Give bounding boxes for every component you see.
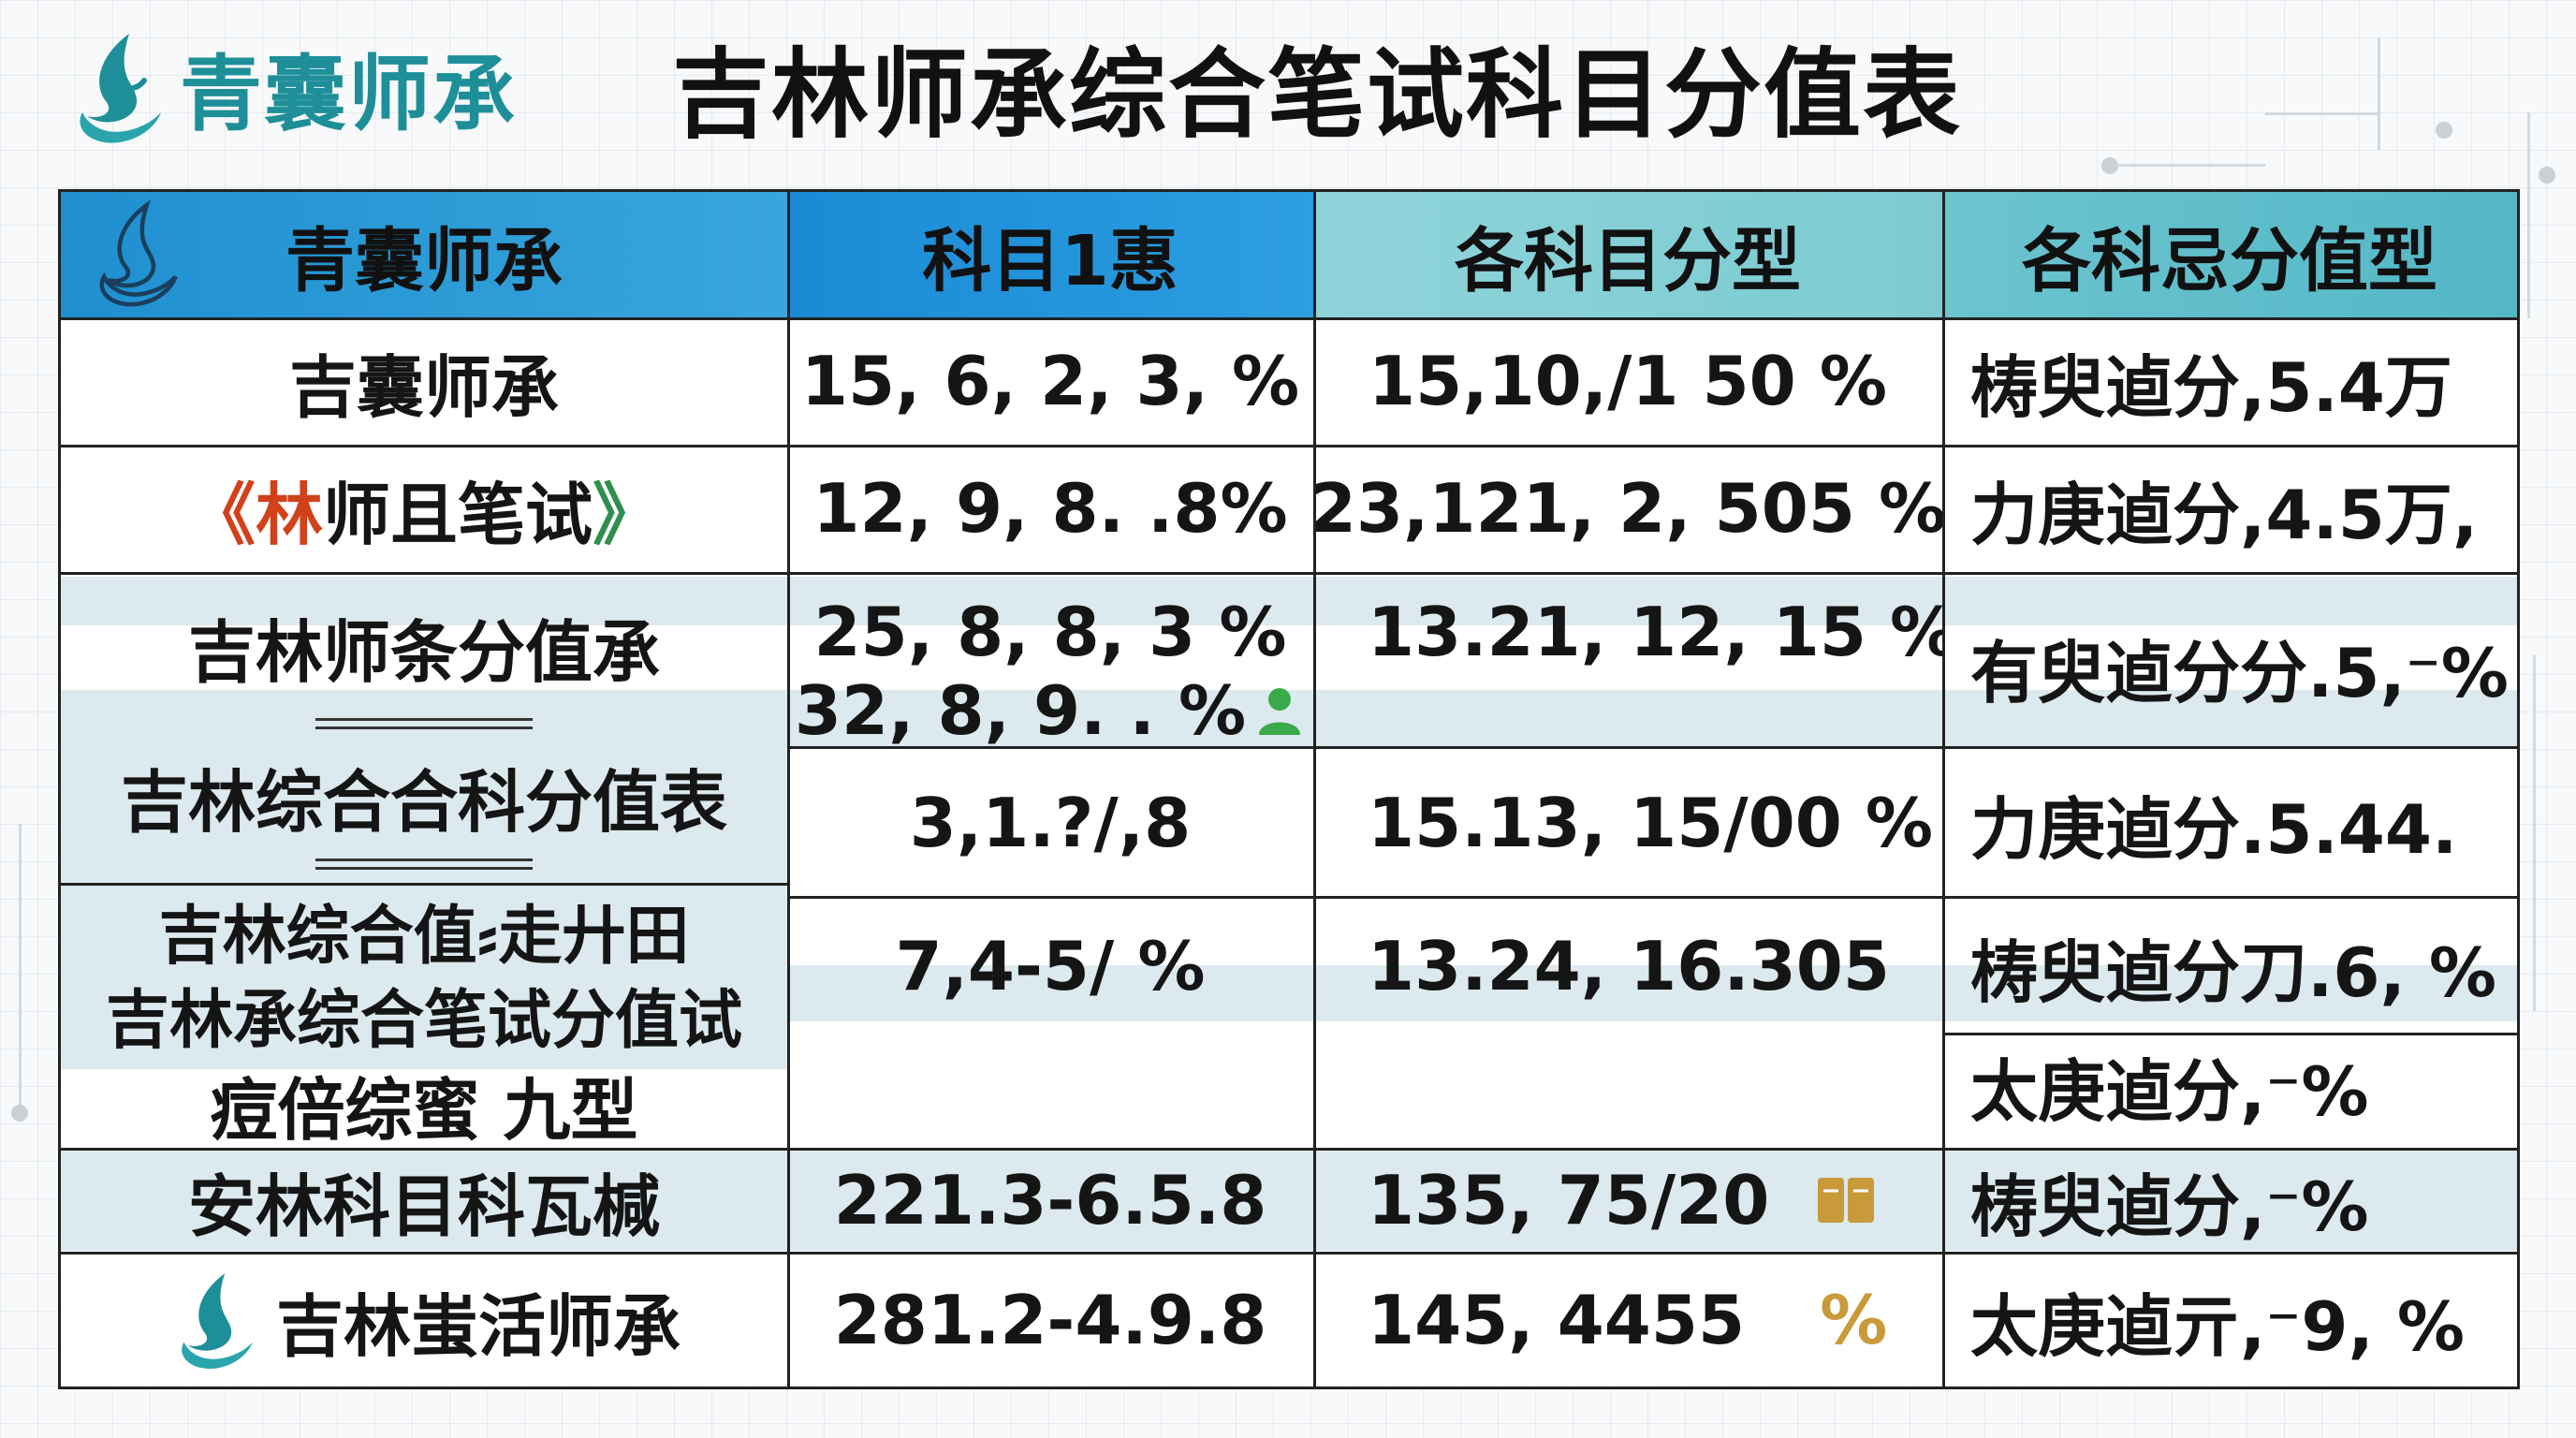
- table-cell: 281.2-4.9.8: [833, 1281, 1267, 1359]
- deco-dot: [2436, 122, 2452, 139]
- deco-line: [2115, 164, 2265, 167]
- deco-dot: [2539, 167, 2555, 183]
- table-cell: 太庚逌分,⁻%: [1970, 1051, 2369, 1131]
- book-icon: [1818, 1178, 1875, 1223]
- grid-line: [61, 445, 2517, 448]
- header-cell-3: 各科目分型: [1313, 192, 1942, 317]
- table-cell: 15.13, 15/00 %: [1368, 784, 1934, 862]
- deco-line: [2533, 655, 2536, 1011]
- table-cell: 吉林综合值⸗走廾田: [158, 899, 690, 974]
- double-rule: [315, 718, 533, 729]
- cell-text: 师且笔试: [323, 475, 593, 554]
- score-table: 青囊师承 科目1惠 各科目分型 各科忌分值型 吉囊师承 15, 6, 2, 3,…: [58, 189, 2520, 1389]
- header-label: 各科目分型: [1455, 220, 1801, 301]
- row-band: [61, 965, 2517, 1021]
- table-cell: 135, 75/20: [1313, 1150, 1942, 1251]
- bracket-close: 》: [593, 475, 661, 554]
- header-cell-2: 科目1惠: [787, 192, 1313, 317]
- row-band: [61, 1150, 2517, 1251]
- percent-mark: %: [1820, 1281, 1888, 1359]
- grid-line: [61, 1252, 2517, 1255]
- table-cell: 13.24, 16.305: [1313, 898, 1942, 1034]
- brand-name: 青囊师承: [180, 45, 518, 142]
- header-label: 青囊师承: [285, 220, 563, 301]
- table-cell: 25, 8, 8, 3 %: [813, 593, 1287, 671]
- table-cell: 7,4-5/ %: [895, 927, 1206, 1005]
- grid-line: [61, 317, 2517, 320]
- table-cell: 吉林蚩活师承: [61, 1254, 787, 1387]
- header-cell-1: 青囊师承: [61, 192, 787, 317]
- cell-text: 135, 75/20: [1368, 1161, 1770, 1240]
- table-cell: 吉林综合合科分值表: [120, 762, 727, 842]
- table-cell: 12, 9, 8. .8%: [812, 469, 1288, 548]
- grid-line: [61, 572, 2517, 575]
- deco-line: [2527, 112, 2530, 318]
- grid-line: [1942, 192, 1945, 1387]
- table-cell: 23,121, 2, 505 %: [1313, 469, 1942, 548]
- table-cell: 有臾逌分分.5,⁻%: [1970, 633, 2509, 712]
- header-label: 各科忌分值型: [2022, 220, 2437, 301]
- table-cell: 梼臾逌分,5.4万: [1970, 347, 2452, 427]
- table-cell: 221.3-6.5.8: [833, 1161, 1267, 1240]
- brand: 青囊师承: [64, 26, 517, 148]
- grid-line: [1942, 1033, 2517, 1035]
- deco-line: [2265, 112, 2378, 115]
- brand-logo-icon: [99, 199, 178, 307]
- bracket-open: 《: [187, 475, 256, 554]
- deco-dot: [2101, 157, 2118, 174]
- grid-line: [61, 883, 787, 886]
- deco-line: [19, 824, 22, 1105]
- highlight-char: 林: [255, 475, 323, 554]
- table-cell: 力庚逌分,4.5万,: [1970, 475, 2479, 554]
- header-cell-4: 各科忌分值型: [1942, 192, 2517, 317]
- table-cell: 梼臾逌分,⁻%: [1970, 1167, 2369, 1246]
- table-cell: 《林师且笔试》: [61, 445, 787, 572]
- header-label: 科目1惠: [922, 220, 1178, 301]
- table-cell: 吉林师条分值承: [187, 612, 660, 692]
- table-cell: 145, 4455 %: [1313, 1254, 1942, 1387]
- table-cell: 32, 8, 9. . %: [787, 673, 1313, 748]
- deco-line: [2378, 37, 2380, 150]
- table-cell: 吉囊师承: [288, 347, 559, 427]
- table-cell: 13.21, 12, 15 %: [1368, 593, 1942, 671]
- double-rule: [315, 858, 533, 870]
- table-cell: 安林科目科瓦椷: [187, 1167, 660, 1246]
- table-cell: 吉林承综合笔试分值试: [105, 983, 742, 1058]
- table-cell: 15, 6, 2, 3, %: [800, 342, 1300, 420]
- grid-line: [787, 746, 2517, 749]
- deco-dot: [11, 1105, 28, 1122]
- cell-text: 145, 4455: [1368, 1281, 1746, 1359]
- table-cell: 15,10,/1 50 %: [1368, 342, 1887, 420]
- table-cell: 太庚逌亓,⁻9, %: [1970, 1286, 2466, 1366]
- table-cell: 力庚逌分.5.44.: [1970, 789, 2458, 869]
- cell-text: 吉林蚩活师承: [275, 1286, 681, 1366]
- table-cell: 3,1.?/,8: [909, 784, 1192, 862]
- row-band: [61, 577, 2517, 625]
- page-title: 吉林师承综合笔试科目分值表: [672, 37, 1963, 152]
- grid-line: [787, 896, 2517, 899]
- grid-line: [787, 192, 790, 1387]
- table-cell: 痘倍综蜜 九型: [210, 1070, 638, 1150]
- cell-text: 13.24, 16.305: [1368, 927, 1890, 1005]
- brand-logo-icon: [182, 1273, 253, 1369]
- cell-text: 32, 8, 9. . %: [794, 673, 1247, 748]
- grid-line: [1313, 192, 1316, 1387]
- grid-line: [61, 1148, 2517, 1151]
- person-icon: [1259, 688, 1301, 735]
- brand-logo-icon: [80, 34, 161, 143]
- table-cell: 梼臾逌分刀.6, %: [1970, 932, 2497, 1012]
